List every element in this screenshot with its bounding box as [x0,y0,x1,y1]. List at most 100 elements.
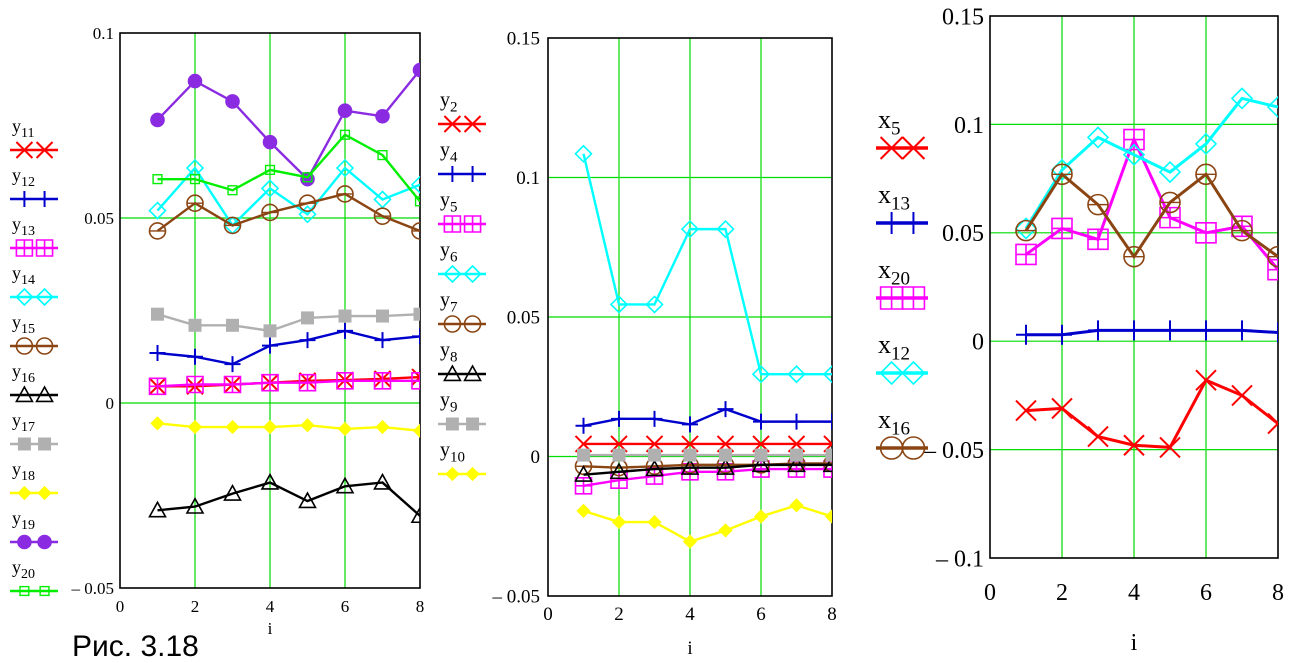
legend-label-sub: 15 [21,322,35,337]
data-point [716,219,735,239]
data-point [1015,243,1037,266]
series-y12-line [157,329,420,366]
data-point [683,448,697,462]
data-point [187,419,203,435]
data-point [574,144,593,163]
data-point [1016,324,1036,345]
series-y18 [150,416,420,438]
legend-marker [463,115,482,133]
data-point [298,373,317,392]
series-y8-line [583,463,832,476]
legend-label: x5 [878,105,901,140]
data-point [227,185,238,196]
data-point [822,365,832,384]
data-point [187,348,203,365]
legend-label-sub: 12 [891,344,910,365]
x-tick-label: 6 [1200,580,1212,606]
data-point [787,455,806,473]
series-y4 [575,401,832,434]
series-x12 [1014,87,1278,240]
data-point [719,448,732,462]
chart-2-grid [548,38,832,596]
data-point [262,134,278,150]
data-point [576,503,591,519]
y-tick-label: 0.1 [516,168,540,189]
data-point [787,365,806,384]
legend-marker [463,364,482,382]
y-tick-label: 0.05 [507,308,540,329]
figure-caption: Рис. 3.18 [72,630,199,663]
legend-label: y5 [440,189,458,215]
data-point [411,368,420,386]
data-point [338,309,352,323]
legend-marker [37,534,52,550]
legend-label-sub: 19 [21,518,35,533]
x-tick-label: 4 [1128,580,1140,606]
data-point [335,158,355,178]
series-y4-line [583,407,832,427]
series-y20-line [157,133,420,203]
legend-marker [901,286,926,310]
legend-label: y8 [440,339,458,365]
chart-1-legend: y11 y12 y13 y14 y15 y16 y17 y18 y19 y20 [10,116,58,597]
legend-marker [17,534,32,550]
data-point [1159,436,1181,459]
data-point [645,295,664,314]
data-point [150,416,165,431]
data-point [825,448,832,462]
data-point [225,419,240,435]
legend-label: y10 [440,439,465,465]
data-point [225,94,240,109]
legend-label-sub: 8 [450,349,458,365]
x-axis-label: i [268,619,273,638]
data-point [262,419,278,435]
data-point [1159,206,1181,229]
data-point [301,311,314,325]
data-point [337,103,353,118]
chart-3: 0.150.10.050– 0.05– 0.10 2 4 6 8ix5x13x20x12… [876,4,1284,656]
data-point [1267,258,1278,281]
legend-marker [466,417,480,431]
legend-marker [880,212,903,234]
legend-marker [37,485,52,501]
legend-marker [36,191,53,207]
legend-label-sub: 20 [891,269,910,290]
legend-label: y17 [12,410,35,435]
data-point [375,108,390,124]
legend-label-sub: 13 [21,224,35,239]
y-tick-label: 0.15 [942,4,984,30]
legend-label-sub: 7 [450,299,458,315]
legend-label-sub: 9 [450,399,458,415]
data-point [188,318,202,332]
data-point [753,509,769,524]
data-point [1088,320,1108,341]
data-point [223,375,242,394]
data-point [1122,143,1146,166]
legend-marker [443,364,462,382]
series-y17 [151,307,420,338]
data-point [612,448,626,462]
x-tick-label: 6 [756,604,766,625]
data-point [1052,324,1072,345]
data-point [1232,320,1252,341]
legend-marker [464,166,481,182]
chart-2: 0.150.10.050– 0.050 2 4 6 8iy2y4y5y6y7y8y9y1… [438,29,837,659]
data-point [226,318,239,332]
chart-3-frame [989,15,1279,559]
data-point [1051,217,1073,240]
series-x12-line [1024,96,1278,230]
data-point [611,410,627,427]
legend-marker [17,485,32,501]
legend-marker [463,264,482,284]
data-point [374,332,391,349]
x-tick-label: 6 [341,597,350,616]
y-tick-label: 0.05 [84,209,114,228]
data-point [224,356,241,373]
data-point [298,491,317,509]
legend-label-sub: 5 [891,119,901,140]
series-y9 [577,448,832,462]
data-point [824,413,832,430]
data-point [716,458,735,475]
data-point [150,112,165,128]
legend-label: x16 [878,405,910,440]
